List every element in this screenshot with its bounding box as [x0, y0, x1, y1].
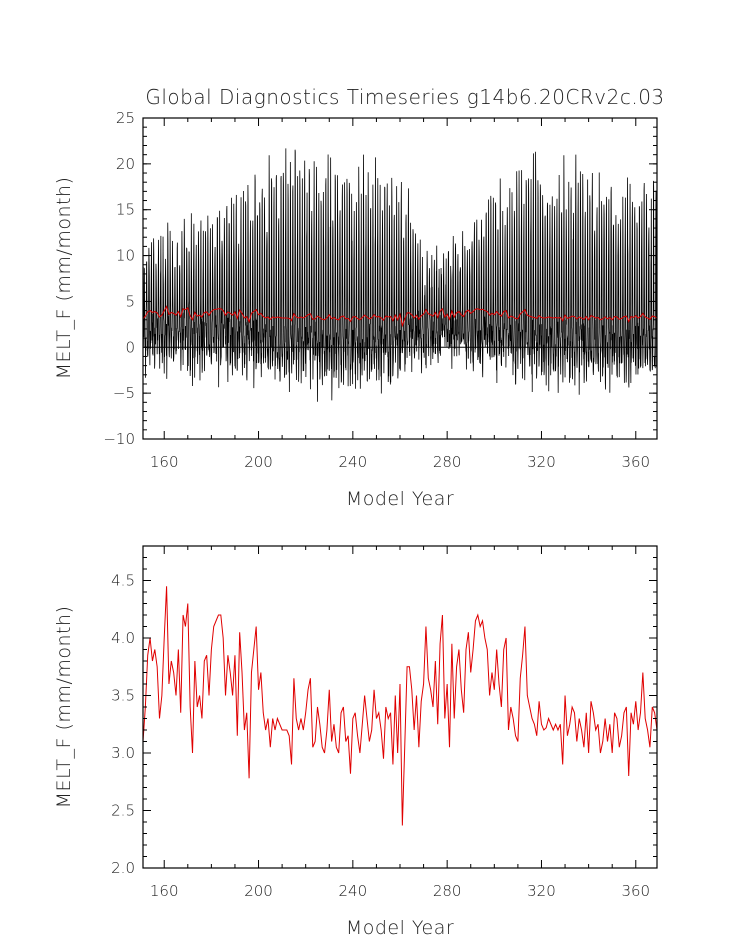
top-chart-title: Global Diagnostics Timeseries g14b6.20CR… — [145, 85, 664, 109]
y-tick-label: 20 — [116, 155, 135, 173]
top-monthly-series — [142, 148, 658, 402]
y-tick-label: 15 — [116, 201, 135, 219]
annual-series-line — [142, 586, 658, 826]
bottom-y-ticks: 2.0 2.5 3.0 3.5 4.0 4.5 — [111, 545, 657, 877]
top-x-ticks: 160 200 240 280 320 360 — [150, 118, 650, 471]
y-tick-label: 5 — [125, 292, 135, 310]
y-tick-label: 25 — [116, 109, 135, 127]
x-tick-label: 160 — [150, 453, 179, 471]
y-tick-label: −10 — [103, 430, 135, 448]
x-tick-label: 200 — [244, 453, 273, 471]
x-tick-label: 320 — [527, 453, 556, 471]
x-tick-label: 240 — [339, 882, 368, 900]
x-tick-label: 360 — [621, 882, 650, 900]
bottom-chart: 160 200 240 280 320 360 2.0 2.5 3.0 3.5 4.0 4.5 Mo… — [53, 545, 658, 939]
x-tick-label: 360 — [621, 453, 650, 471]
x-tick-label: 160 — [150, 882, 179, 900]
y-tick-label: 2.0 — [111, 859, 135, 877]
x-tick-label: 200 — [244, 882, 273, 900]
top-y-axis-label: MELT_F (mm/month) — [53, 177, 75, 380]
top-chart: Global Diagnostics Timeseries g14b6.20CR… — [53, 85, 664, 510]
x-tick-label: 280 — [433, 453, 462, 471]
y-tick-label: −5 — [113, 384, 135, 402]
annual-series-line — [142, 305, 658, 328]
bottom-y-axis-label: MELT_F (mm/month) — [53, 606, 75, 809]
y-tick-label: 4.0 — [111, 629, 135, 647]
x-tick-label: 280 — [433, 882, 462, 900]
bottom-x-ticks: 160 200 240 280 320 360 — [150, 546, 650, 900]
bottom-annual-series — [142, 586, 658, 826]
y-tick-label: 4.5 — [111, 572, 135, 590]
x-tick-label: 240 — [339, 453, 368, 471]
x-tick-label: 320 — [527, 882, 556, 900]
y-tick-label: 3.0 — [111, 744, 135, 762]
y-tick-label: 0 — [125, 338, 135, 356]
y-tick-label: 10 — [116, 247, 135, 265]
y-tick-label: 3.5 — [111, 687, 135, 705]
top-annual-series — [142, 305, 658, 328]
top-x-axis-label: Model Year — [346, 488, 454, 510]
y-tick-label: 2.5 — [111, 802, 135, 820]
bottom-x-axis-label: Model Year — [346, 917, 454, 939]
top-y-ticks: −10 −5 0 5 10 15 20 25 — [103, 109, 657, 448]
monthly-series-line — [142, 148, 658, 402]
